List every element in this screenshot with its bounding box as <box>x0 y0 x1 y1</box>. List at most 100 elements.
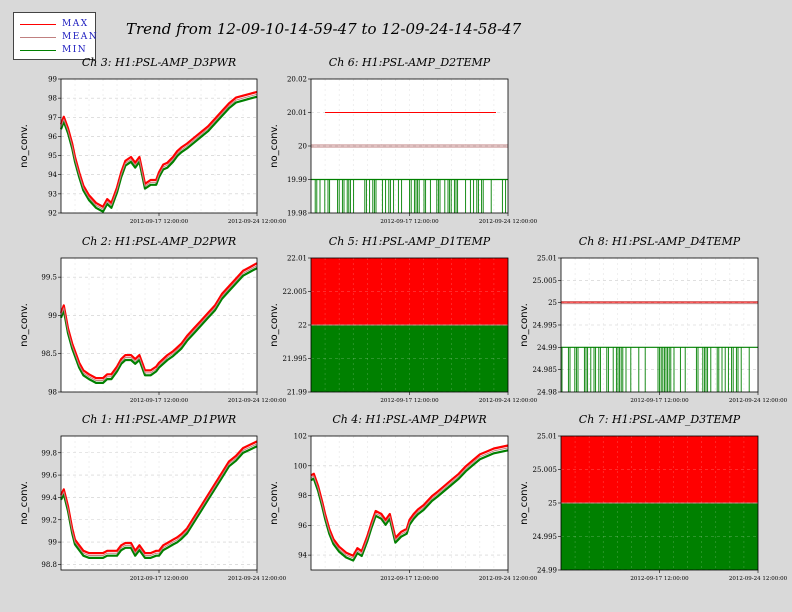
y-axis-label: no_conv. <box>269 303 280 347</box>
y-tick-label: 20 <box>298 143 307 151</box>
y-tick-label: 24.99 <box>537 344 557 352</box>
y-tick-label: 97 <box>48 114 57 122</box>
y-tick-label: 98 <box>298 492 307 500</box>
band-min <box>311 325 508 392</box>
y-tick-label: 94 <box>48 171 57 179</box>
x-tick-label: 2012-09-17 12:00:00 <box>130 398 189 404</box>
y-tick-label: 25 <box>548 299 557 307</box>
y-tick-label: 22.005 <box>283 288 308 296</box>
series-min-line <box>59 267 258 384</box>
x-tick-label: 2012-09-17 12:00:00 <box>380 398 439 404</box>
y-tick-label: 98.8 <box>41 561 57 569</box>
chart-title: Ch 7: H1:PSL-AMP_D3TEMP <box>579 413 741 426</box>
series-mean-line <box>60 443 258 556</box>
y-tick-label: 98 <box>48 95 57 103</box>
figure-title: Trend from 12-09-10-14-59-47 to 12-09-24… <box>126 20 522 38</box>
y-tick-label: 22.01 <box>287 255 307 263</box>
y-tick-label: 99.8 <box>41 449 57 457</box>
y-tick-label: 99.2 <box>41 516 57 524</box>
chart-title: Ch 1: H1:PSL-AMP_D1PWR <box>82 413 236 426</box>
y-tick-label: 102 <box>294 433 307 441</box>
chart-ch3: 92 93 94 95 96 97 98 99 2012-09-17 12:00:00 2012-… <box>19 56 287 225</box>
series-min-line <box>59 95 258 213</box>
y-tick-label: 96 <box>298 522 307 530</box>
chart-ch2: 98 98.5 99 99.5 2012-09-17 12:00:00 2012-09-2… <box>19 235 287 404</box>
y-tick-label: 21.995 <box>283 355 308 363</box>
chart-ch5: 21.99 21.995 22 22.005 22.01 2012-09-17 12:00… <box>269 235 538 404</box>
legend-label-max: MAX <box>62 19 89 29</box>
x-tick-label: 2012-09-17 12:00:00 <box>130 219 189 225</box>
chart-title: Ch 8: H1:PSL-AMP_D4TEMP <box>579 235 741 248</box>
y-tick-label: 24.98 <box>537 389 557 397</box>
chart-ch8: 24.98 24.985 24.99 24.995 25 25.005 25.01 2012-… <box>519 235 788 404</box>
band-max <box>561 436 758 503</box>
legend-label-min: MIN <box>62 45 88 55</box>
legend-label-mean: MEAN <box>62 32 99 42</box>
y-tick-label: 25.005 <box>533 277 558 285</box>
y-tick-label: 99.6 <box>41 472 57 480</box>
x-tick-label: 2012-09-17 12:00:00 <box>630 398 689 404</box>
series-mean-line <box>310 447 509 559</box>
x-tick-label: 2012-09-17 12:00:00 <box>380 576 439 582</box>
chart-title: Ch 4: H1:PSL-AMP_D4PWR <box>332 413 486 426</box>
y-axis-label: no_conv. <box>269 124 280 168</box>
series-max-line <box>59 262 258 380</box>
y-axis-label: no_conv. <box>519 481 530 525</box>
chart-title: Ch 2: H1:PSL-AMP_D2PWR <box>82 235 236 248</box>
y-tick-label: 24.995 <box>533 533 558 541</box>
y-tick-label: 24.99 <box>537 567 557 575</box>
y-tick-label: 25.005 <box>533 466 558 474</box>
series-max-line <box>60 440 258 555</box>
x-tick-label: 2012-09-24 12:00:00 <box>228 576 287 582</box>
series-mean-line <box>60 93 258 210</box>
y-tick-label: 95 <box>48 152 57 160</box>
y-tick-label: 25.01 <box>537 433 557 441</box>
y-tick-label: 100 <box>294 462 307 470</box>
series-mean-line <box>60 265 258 381</box>
y-axis-label: no_conv. <box>19 481 30 525</box>
y-tick-label: 20.01 <box>287 109 307 117</box>
y-tick-label: 99.4 <box>41 494 57 502</box>
chart-title: Ch 6: H1:PSL-AMP_D2TEMP <box>329 56 491 69</box>
legend-item-max: MAX <box>18 18 94 30</box>
y-tick-label: 98.5 <box>41 350 57 358</box>
y-tick-label: 99.5 <box>41 274 57 282</box>
legend-swatch-mean <box>20 37 56 38</box>
y-tick-label: 96 <box>48 133 57 141</box>
y-tick-label: 25.01 <box>537 255 557 263</box>
y-tick-label: 94 <box>298 552 307 560</box>
chart-title: Ch 5: H1:PSL-AMP_D1TEMP <box>329 235 491 248</box>
x-tick-label: 2012-09-24 12:00:00 <box>228 219 287 225</box>
y-tick-label: 98 <box>48 389 57 397</box>
x-tick-label: 2012-09-17 12:00:00 <box>380 219 439 225</box>
series-max-line <box>310 444 509 557</box>
y-tick-label: 19.98 <box>287 210 307 218</box>
y-tick-label: 24.985 <box>533 366 558 374</box>
series-max-line <box>59 90 258 208</box>
y-tick-label: 99 <box>48 539 57 547</box>
series-min-line <box>310 449 509 562</box>
y-tick-label: 25 <box>548 500 557 508</box>
y-axis-label: no_conv. <box>269 481 280 525</box>
legend-item-mean: MEAN <box>18 31 97 43</box>
y-axis-label: no_conv. <box>519 303 530 347</box>
chart-ch7: 24.99 24.995 25 25.005 25.01 2012-09-17 12:00… <box>519 413 788 582</box>
y-tick-label: 99 <box>48 76 57 84</box>
x-tick-label: 2012-09-24 12:00:00 <box>479 576 538 582</box>
series-min-line <box>60 445 258 559</box>
chart-ch4: 94 96 98 100 102 2012-09-17 12:00:00 2012-09-2… <box>269 413 538 582</box>
band-max <box>311 258 508 325</box>
y-tick-label: 21.99 <box>287 389 307 397</box>
y-tick-label: 20.02 <box>287 76 307 84</box>
y-axis-label: no_conv. <box>19 303 30 347</box>
x-tick-label: 2012-09-24 12:00:00 <box>479 398 538 404</box>
x-tick-label: 2012-09-24 12:00:00 <box>228 398 287 404</box>
x-tick-label: 2012-09-24 12:00:00 <box>729 576 788 582</box>
chart-title: Ch 3: H1:PSL-AMP_D3PWR <box>82 56 236 69</box>
x-tick-label: 2012-09-17 12:00:00 <box>130 576 189 582</box>
y-tick-label: 22 <box>298 322 307 330</box>
legend-swatch-min <box>20 50 56 51</box>
x-tick-label: 2012-09-17 12:00:00 <box>630 576 689 582</box>
legend-item-min: MIN <box>18 44 94 56</box>
